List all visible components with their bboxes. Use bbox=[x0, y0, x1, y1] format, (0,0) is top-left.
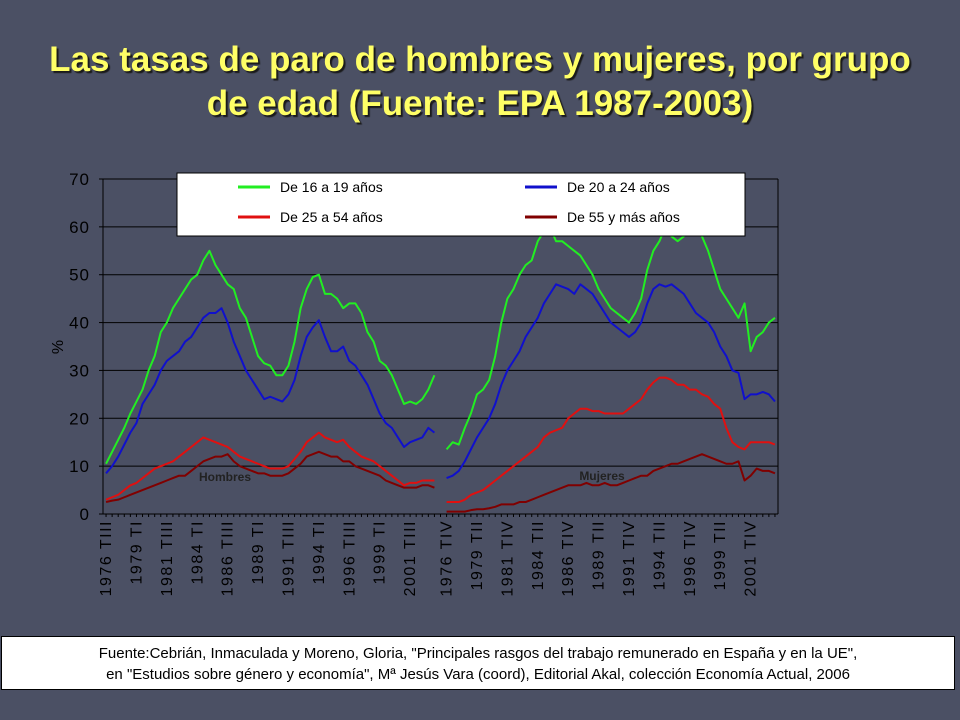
x-tick-label: 1984 TI bbox=[189, 520, 206, 584]
series-line bbox=[105, 221, 776, 465]
x-tick-label: 1996 TIII bbox=[341, 520, 358, 596]
source-box: Fuente:Cebrián, Inmaculada y Moreno, Glo… bbox=[1, 636, 955, 690]
x-tick-label: 1989 TII bbox=[591, 520, 608, 590]
x-tick-label: 1986 TIII bbox=[220, 520, 237, 596]
x-tick-label: 1986 TIV bbox=[560, 520, 577, 597]
source-line: Fuente:Cebrián, Inmaculada y Moreno, Glo… bbox=[98, 645, 858, 662]
legend-label: De 55 y más años bbox=[567, 209, 680, 225]
series-line bbox=[105, 376, 776, 504]
x-tick-label: 1989 TI bbox=[250, 520, 267, 584]
x-tick-label: 1994 TII bbox=[651, 520, 668, 590]
x-tick-label: 2001 TIII bbox=[402, 520, 419, 596]
y-tick-label: 60 bbox=[69, 218, 90, 237]
x-tick-label: 1981 TIV bbox=[499, 520, 516, 597]
x-tick-label: 1991 TIII bbox=[280, 520, 297, 596]
series-line bbox=[105, 283, 776, 480]
y-tick-label: 0 bbox=[80, 505, 90, 524]
annotation: Mujeres bbox=[579, 469, 625, 483]
x-tick-label: 1979 TI bbox=[128, 520, 145, 584]
x-tick-label: 1999 TII bbox=[712, 520, 729, 590]
annotation: Hombres bbox=[199, 470, 251, 484]
legend-label: De 20 a 24 años bbox=[567, 179, 670, 195]
x-tick-label: 1981 TIII bbox=[159, 520, 176, 596]
x-tick-label: 1994 TI bbox=[311, 520, 328, 584]
source-line: en "Estudios sobre género y economía", M… bbox=[106, 666, 850, 683]
legend-label: De 25 a 54 años bbox=[280, 209, 383, 225]
x-tick-label: 1999 TI bbox=[372, 520, 389, 584]
x-tick-label: 2001 TIV bbox=[743, 520, 760, 597]
y-tick-label: 50 bbox=[69, 266, 90, 285]
legend-box bbox=[176, 172, 746, 237]
y-tick-label: 10 bbox=[69, 457, 90, 476]
y-tick-label: 40 bbox=[69, 314, 90, 333]
x-tick-label: 1976 TIV bbox=[439, 520, 456, 597]
x-tick-label: 1991 TIV bbox=[621, 520, 638, 597]
y-axis-label: % bbox=[50, 340, 67, 354]
slide-title: Las tasas de paro de hombres y mujeres, … bbox=[49, 40, 911, 123]
y-tick-label: 30 bbox=[69, 361, 90, 380]
y-tick-label: 20 bbox=[69, 409, 90, 428]
x-tick-label: 1984 TII bbox=[530, 520, 547, 590]
legend-label: De 16 a 19 años bbox=[280, 179, 383, 195]
x-tick-label: 1976 TIII bbox=[98, 520, 115, 596]
series-line bbox=[105, 450, 776, 513]
x-tick-label: 1996 TIV bbox=[682, 520, 699, 597]
y-tick-label: 70 bbox=[69, 170, 90, 189]
x-tick-label: 1979 TII bbox=[469, 520, 486, 590]
